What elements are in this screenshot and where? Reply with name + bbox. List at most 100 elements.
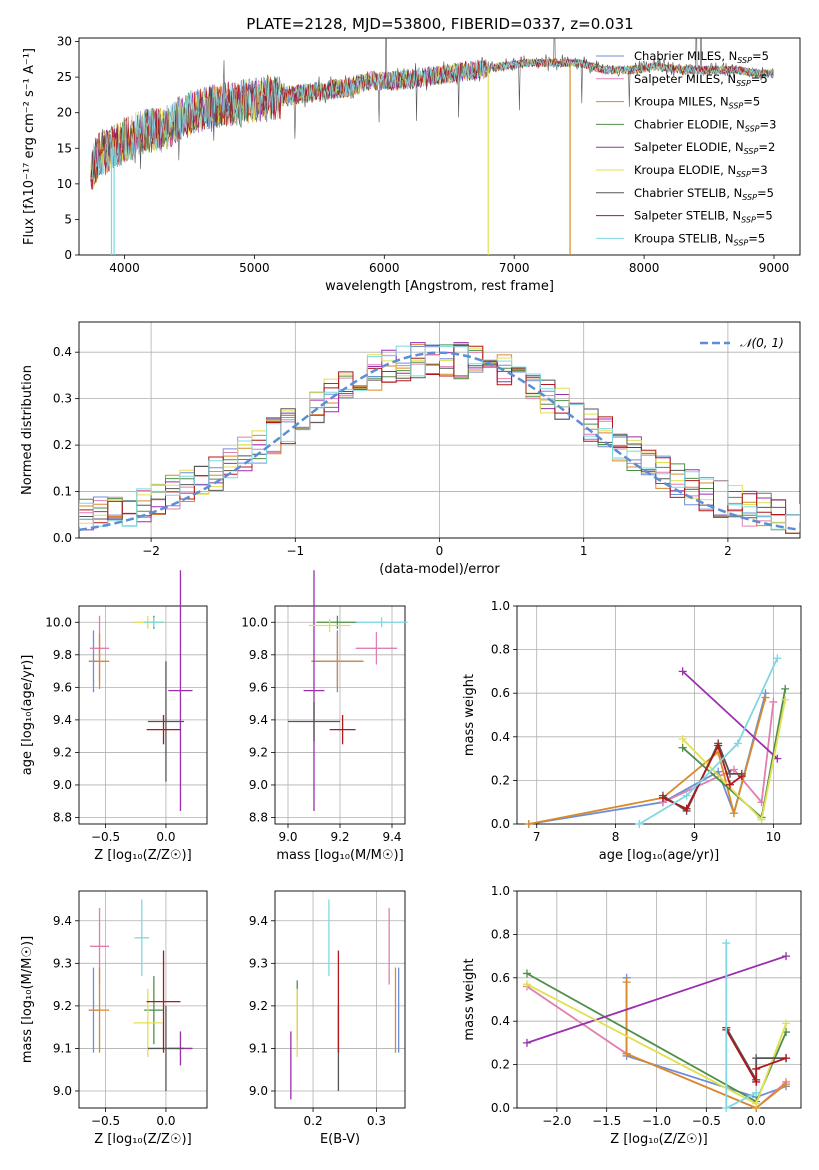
x-tick-label: 0.0 <box>747 1114 766 1128</box>
axes-frame <box>274 890 406 1109</box>
residual-histogram-panel: −2 −1 0 1 2 0.0 0.1 0.2 0.3 0.4 (data-model)/error… <box>20 321 801 577</box>
weight-marker <box>522 969 531 978</box>
y-tick-label: 30 <box>57 35 72 49</box>
y-tick-label: 9.0 <box>249 778 268 792</box>
x-axis-label: mass [log₁₀(M/M☉)] <box>276 848 403 863</box>
axes-frame <box>274 605 406 825</box>
y-tick-label: 10 <box>57 177 72 191</box>
weight-marker <box>782 1019 791 1028</box>
y-axis-label: Flux [fλ10⁻¹⁷ erg cm⁻² s⁻¹ A⁻¹] <box>22 48 37 245</box>
x-tick-label: −1.0 <box>642 1114 671 1128</box>
weight-marker <box>752 1099 761 1108</box>
weight-marker <box>622 1049 631 1058</box>
y-axis-label: Normed distribution <box>20 365 35 495</box>
weight-marker <box>752 1064 761 1073</box>
y-tick-label: 10.0 <box>45 615 72 629</box>
weight-marker <box>761 693 770 702</box>
weight-marker <box>729 809 738 818</box>
x-tick-label: 6000 <box>369 261 400 275</box>
y-tick-label: 9.1 <box>249 1041 268 1055</box>
x-axis-label: Z [log₁₀(Z/Z☉)] <box>94 1132 191 1147</box>
x-tick-label: 4000 <box>109 261 140 275</box>
y-axis-label: mass [log₁₀(M/M☉)] <box>20 936 35 1063</box>
weight-marker <box>722 1104 731 1112</box>
y-tick-label: 9.4 <box>53 914 72 928</box>
y-tick-label: 9.2 <box>53 745 72 759</box>
x-axis-label: E(B-V) <box>320 1132 360 1147</box>
x-tick-label: 2 <box>724 544 732 558</box>
y-tick-label: 0.2 <box>491 1058 510 1072</box>
weight-line-kroupa-stelib <box>638 657 779 825</box>
x-tick-label: 5000 <box>239 261 270 275</box>
axes-frame <box>516 605 802 825</box>
x-tick-label: 0.0 <box>156 830 175 844</box>
weight-line-salpeter-elodie <box>682 670 778 760</box>
weight-marker <box>752 1077 761 1086</box>
legend-label: Salpeter ELODIE, NSSP=2 <box>634 140 775 156</box>
y-tick-label: 9.2 <box>249 745 268 759</box>
weight-line-chabrier-miles <box>528 692 767 825</box>
x-tick-label: 8 <box>612 830 620 844</box>
x-tick-label: 0 <box>436 544 444 558</box>
x-tick-label: −0.5 <box>91 830 120 844</box>
weight-vs-metallicity-panel: −2.0 −1.5 −1.0 −0.5 0.0 0.0 0.2 0.4 0.6 0.8 1.0 Z [… <box>462 884 802 1147</box>
y-tick-label: 25 <box>57 70 72 84</box>
x-tick-label: −2.0 <box>542 1114 571 1128</box>
y-tick-label: 0.2 <box>491 773 510 787</box>
x-axis-label: wavelength [Angstrom, rest frame] <box>325 279 554 294</box>
y-tick-label: 9.0 <box>53 1084 72 1098</box>
x-tick-label: 1 <box>580 544 588 558</box>
legend-label: 𝒩(0, 1) <box>740 336 784 350</box>
y-tick-label: 0.8 <box>491 643 510 657</box>
y-tick-label: 0.6 <box>491 971 510 985</box>
x-axis-label: age [log₁₀(age/yr)] <box>599 848 720 863</box>
y-tick-label: 9.3 <box>53 956 72 970</box>
x-axis-label: (data-model)/error <box>379 562 500 577</box>
y-tick-label: 9.2 <box>53 999 72 1013</box>
y-tick-label: 1.0 <box>491 599 510 613</box>
y-tick-label: 0.0 <box>491 1101 510 1115</box>
weight-marker <box>781 695 790 704</box>
y-tick-label: 9.4 <box>249 713 268 727</box>
histogram-kroupa-stelib <box>79 345 800 530</box>
normal-curve <box>78 351 801 532</box>
y-tick-label: 15 <box>57 141 72 155</box>
weight-marker <box>729 765 738 774</box>
y-tick-label: 5 <box>64 212 72 226</box>
x-axis-label: Z [log₁₀(Z/Z☉)] <box>94 848 191 863</box>
x-axis-label: Z [log₁₀(Z/Z☉)] <box>610 1132 707 1147</box>
x-tick-label: 9.2 <box>330 830 349 844</box>
x-tick-label: 0.3 <box>367 1114 386 1128</box>
axes-frame <box>78 321 801 539</box>
spectrum-line-kroupa-stelib <box>90 58 774 180</box>
x-tick-label: −0.5 <box>692 1114 721 1128</box>
age-vs-mass-panel: 9.0 9.2 9.4 8.8 9.0 9.2 9.4 9.6 9.8 10.0 mass [log… <box>241 570 408 863</box>
x-tick-label: 9.4 <box>382 830 401 844</box>
x-tick-label: −1.5 <box>592 1114 621 1128</box>
weight-marker <box>658 793 667 802</box>
x-tick-label: 9 <box>691 830 699 844</box>
legend-label: Kroupa MILES, NSSP=5 <box>634 95 760 111</box>
axes-frame <box>516 890 802 1109</box>
weight-line-kroupa-miles <box>625 982 787 1110</box>
weight-marker <box>781 684 790 693</box>
axes-frame <box>78 890 208 1109</box>
weight-marker <box>782 1080 791 1089</box>
y-axis-label: mass weight <box>462 674 477 756</box>
weight-marker <box>722 939 731 948</box>
weight-marker <box>769 697 778 706</box>
weight-marker <box>682 791 691 800</box>
weight-marker <box>737 772 746 781</box>
y-tick-label: 0.4 <box>491 1014 510 1028</box>
y-tick-label: 9.1 <box>53 1041 72 1055</box>
weight-marker <box>678 734 687 743</box>
y-tick-label: 9.8 <box>249 648 268 662</box>
y-tick-label: 0.3 <box>53 392 72 406</box>
weight-marker <box>522 1038 531 1047</box>
x-tick-label: 7000 <box>499 261 530 275</box>
weight-marker <box>714 741 723 750</box>
x-tick-label: −2 <box>142 544 160 558</box>
weight-marker <box>752 1088 761 1097</box>
weight-marker <box>622 978 631 987</box>
